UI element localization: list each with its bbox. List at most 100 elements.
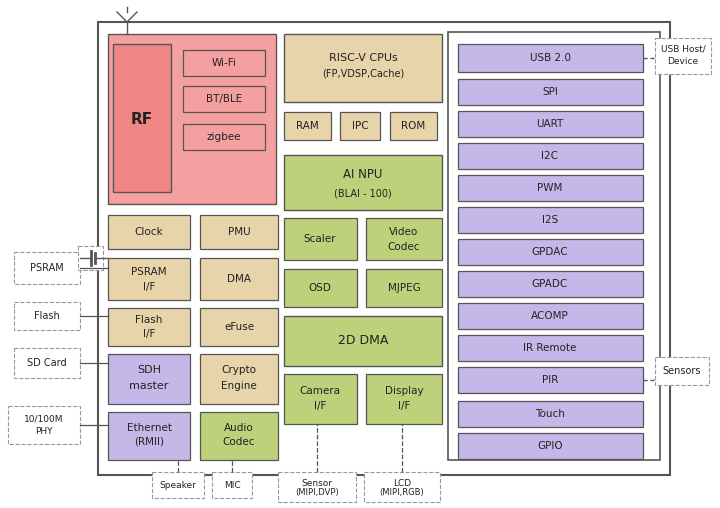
Bar — [183, 124, 265, 150]
Bar — [200, 308, 278, 346]
Bar — [108, 258, 190, 300]
Bar — [200, 354, 278, 404]
Bar — [458, 207, 643, 233]
Text: (BLAI - 100): (BLAI - 100) — [334, 188, 392, 198]
Text: PMU: PMU — [228, 227, 251, 237]
Bar — [14, 348, 80, 378]
Text: USB Host/: USB Host/ — [661, 45, 706, 53]
Text: Video: Video — [390, 227, 418, 237]
Bar — [366, 218, 442, 260]
Text: IR Remote: IR Remote — [523, 343, 577, 353]
Bar — [458, 175, 643, 201]
Text: PSRAM: PSRAM — [131, 267, 167, 277]
Bar — [98, 22, 670, 475]
Text: GPADC: GPADC — [532, 279, 568, 289]
Text: Codec: Codec — [388, 242, 420, 252]
Bar — [8, 406, 80, 444]
Bar — [458, 271, 643, 297]
Bar — [284, 374, 357, 424]
Bar — [458, 239, 643, 265]
Bar — [108, 215, 190, 249]
Bar — [655, 38, 711, 74]
Text: UART: UART — [536, 119, 564, 129]
Text: (FP,VDSP,Cache): (FP,VDSP,Cache) — [322, 68, 404, 78]
Bar — [200, 412, 278, 460]
Bar — [200, 258, 278, 300]
Text: AI NPU: AI NPU — [343, 169, 383, 181]
Text: SDH: SDH — [137, 365, 161, 375]
Text: zigbee: zigbee — [207, 132, 241, 142]
Bar — [78, 246, 103, 270]
Text: GPDAC: GPDAC — [531, 247, 568, 257]
Text: I/F: I/F — [143, 282, 156, 292]
Text: Codec: Codec — [222, 437, 256, 447]
Bar — [284, 269, 357, 307]
Bar — [458, 335, 643, 361]
Text: 2D DMA: 2D DMA — [338, 334, 388, 347]
Bar — [458, 433, 643, 459]
Text: PSRAM: PSRAM — [30, 263, 64, 273]
Bar — [14, 252, 80, 284]
Text: Sensors: Sensors — [662, 366, 701, 376]
Text: BT/BLE: BT/BLE — [206, 94, 242, 104]
Bar — [14, 302, 80, 330]
Text: Device: Device — [667, 57, 698, 67]
Text: Flash: Flash — [135, 315, 163, 325]
Bar — [655, 357, 709, 385]
Bar — [284, 34, 442, 102]
Text: OSD: OSD — [309, 283, 331, 293]
Text: Camera: Camera — [300, 386, 341, 396]
Text: I/F: I/F — [314, 401, 326, 411]
Text: eFuse: eFuse — [224, 322, 254, 332]
Bar — [390, 112, 437, 140]
Bar — [152, 472, 204, 498]
Text: RF: RF — [131, 112, 153, 128]
Text: LCD: LCD — [393, 479, 411, 488]
Bar — [448, 32, 660, 460]
Text: Ethernet: Ethernet — [127, 423, 171, 433]
Text: I2S: I2S — [542, 215, 558, 225]
Bar — [284, 155, 442, 210]
Text: GPIO: GPIO — [537, 441, 563, 451]
Text: IPC: IPC — [351, 121, 369, 131]
Bar — [200, 215, 278, 249]
Text: (MIPI,RGB): (MIPI,RGB) — [379, 489, 424, 497]
Text: Display: Display — [384, 386, 423, 396]
Text: Speaker: Speaker — [160, 481, 197, 490]
Bar — [458, 111, 643, 137]
Text: SD Card: SD Card — [27, 358, 67, 368]
Bar — [364, 472, 440, 502]
Text: I2C: I2C — [541, 151, 559, 161]
Bar — [113, 44, 171, 192]
Text: master: master — [130, 381, 168, 391]
Text: USB 2.0: USB 2.0 — [529, 53, 570, 63]
Bar — [458, 44, 643, 72]
Bar — [284, 112, 331, 140]
Text: Clock: Clock — [135, 227, 163, 237]
Text: Scaler: Scaler — [304, 234, 336, 244]
Bar — [108, 412, 190, 460]
Bar — [183, 50, 265, 76]
Bar — [458, 303, 643, 329]
Text: RISC-V CPUs: RISC-V CPUs — [328, 53, 397, 63]
Bar — [183, 86, 265, 112]
Text: (MIPI,DVP): (MIPI,DVP) — [295, 489, 339, 497]
Text: RAM: RAM — [296, 121, 318, 131]
Bar — [108, 354, 190, 404]
Text: Crypto: Crypto — [222, 365, 256, 375]
Text: SPI: SPI — [542, 87, 558, 97]
Text: Engine: Engine — [221, 381, 257, 391]
Bar — [108, 34, 276, 204]
Bar — [366, 269, 442, 307]
Text: (RMII): (RMII) — [134, 437, 164, 447]
Text: ROM: ROM — [401, 121, 425, 131]
Text: Wi-Fi: Wi-Fi — [212, 58, 236, 68]
Bar — [458, 401, 643, 427]
Bar — [340, 112, 380, 140]
Bar — [284, 316, 442, 366]
Text: I/F: I/F — [143, 329, 156, 339]
Text: MIC: MIC — [224, 481, 240, 490]
Bar — [366, 374, 442, 424]
Text: 10/100M: 10/100M — [24, 415, 64, 424]
Text: ACOMP: ACOMP — [531, 311, 569, 321]
